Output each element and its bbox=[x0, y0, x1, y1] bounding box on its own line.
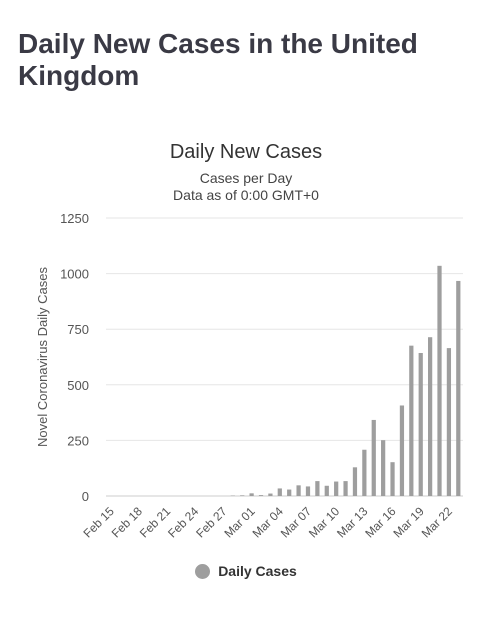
bar[interactable] bbox=[418, 352, 423, 496]
x-tick-label: Mar 10 bbox=[306, 504, 343, 541]
x-tick-label: Feb 15 bbox=[81, 504, 118, 541]
y-axis-title: Novel Coronavirus Daily Cases bbox=[35, 267, 50, 447]
bar[interactable] bbox=[277, 488, 282, 496]
x-tick-label: Mar 13 bbox=[334, 504, 371, 541]
x-tick-label: Mar 04 bbox=[250, 504, 287, 541]
bar[interactable] bbox=[315, 481, 320, 496]
bar[interactable] bbox=[249, 493, 254, 496]
bar[interactable] bbox=[287, 489, 292, 496]
bar[interactable] bbox=[334, 481, 339, 496]
bars bbox=[230, 265, 461, 496]
grid-lines bbox=[106, 217, 463, 497]
bar[interactable] bbox=[343, 481, 348, 496]
bar[interactable] bbox=[258, 495, 264, 496]
x-tick-label: Mar 22 bbox=[419, 504, 456, 541]
legend-swatch-daily-cases bbox=[195, 563, 211, 579]
legend[interactable]: Daily Cases bbox=[0, 563, 492, 579]
bar[interactable] bbox=[428, 337, 433, 496]
bar[interactable] bbox=[352, 467, 358, 496]
bar[interactable] bbox=[399, 405, 405, 496]
page-title: Daily New Cases in the United Kingdom bbox=[18, 28, 418, 91]
bar[interactable] bbox=[324, 485, 329, 496]
x-tick-label: Mar 16 bbox=[362, 504, 399, 541]
y-tick-label: 500 bbox=[67, 378, 89, 393]
x-tick-label: Mar 07 bbox=[278, 504, 315, 541]
bar[interactable] bbox=[456, 280, 461, 496]
bar[interactable] bbox=[296, 485, 301, 496]
x-tick-label: Mar 19 bbox=[391, 504, 428, 541]
x-tick-label: Feb 27 bbox=[193, 504, 230, 541]
y-tick-label: 0 bbox=[82, 489, 89, 504]
bar[interactable] bbox=[362, 449, 367, 496]
bar[interactable] bbox=[409, 345, 414, 496]
bar[interactable] bbox=[390, 462, 395, 496]
x-tick-label: Feb 18 bbox=[109, 504, 146, 541]
bar[interactable] bbox=[240, 495, 245, 496]
bar[interactable] bbox=[446, 348, 452, 496]
bar[interactable] bbox=[371, 419, 376, 496]
y-tick-label: 1250 bbox=[60, 211, 89, 226]
chart-title: Daily New Cases bbox=[170, 141, 322, 163]
x-tick-label: Mar 01 bbox=[221, 504, 258, 541]
y-tick-label: 250 bbox=[67, 433, 89, 448]
bar[interactable] bbox=[381, 440, 386, 496]
bar[interactable] bbox=[305, 486, 311, 496]
x-tick-label: Feb 24 bbox=[165, 504, 202, 541]
bar[interactable] bbox=[268, 493, 273, 496]
y-axis: 0 250 500 750 1000 1250 bbox=[60, 211, 89, 504]
chart-subtitle: Data as of 0:00 GMT+0 bbox=[173, 187, 319, 203]
chart-subtitle: Cases per Day bbox=[200, 170, 293, 186]
y-tick-label: 750 bbox=[67, 322, 89, 337]
bar[interactable] bbox=[437, 265, 442, 496]
x-tick-label: Feb 21 bbox=[137, 504, 174, 541]
legend-label-daily-cases: Daily Cases bbox=[218, 563, 297, 579]
y-tick-label: 1000 bbox=[60, 267, 89, 282]
